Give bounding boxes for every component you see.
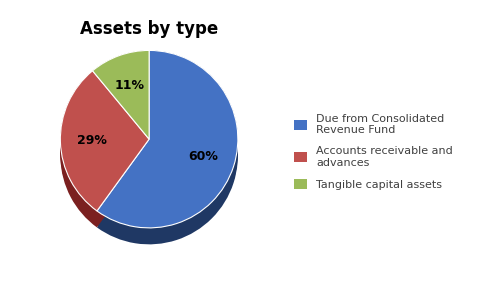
Wedge shape bbox=[92, 60, 149, 149]
Text: 29%: 29% bbox=[77, 134, 107, 147]
Wedge shape bbox=[60, 83, 149, 223]
Wedge shape bbox=[97, 64, 237, 242]
Text: 11%: 11% bbox=[115, 79, 144, 92]
Wedge shape bbox=[92, 53, 149, 142]
Wedge shape bbox=[92, 62, 149, 151]
Wedge shape bbox=[60, 71, 149, 211]
Wedge shape bbox=[92, 55, 149, 144]
Wedge shape bbox=[92, 50, 149, 139]
Text: Assets by type: Assets by type bbox=[80, 20, 218, 38]
Wedge shape bbox=[97, 62, 237, 240]
Wedge shape bbox=[97, 55, 237, 233]
Wedge shape bbox=[97, 50, 237, 228]
Wedge shape bbox=[60, 87, 149, 227]
Wedge shape bbox=[97, 50, 237, 228]
Text: 60%: 60% bbox=[188, 150, 217, 163]
Wedge shape bbox=[60, 85, 149, 225]
Wedge shape bbox=[97, 60, 237, 237]
Wedge shape bbox=[92, 50, 149, 139]
Wedge shape bbox=[97, 67, 237, 244]
Wedge shape bbox=[97, 58, 237, 235]
Wedge shape bbox=[97, 53, 237, 230]
Legend: Due from Consolidated
Revenue Fund, Accounts receivable and
advances, Tangible c: Due from Consolidated Revenue Fund, Acco… bbox=[294, 114, 452, 190]
Wedge shape bbox=[60, 75, 149, 216]
Wedge shape bbox=[60, 71, 149, 211]
Wedge shape bbox=[60, 80, 149, 220]
Wedge shape bbox=[60, 73, 149, 213]
Wedge shape bbox=[92, 67, 149, 155]
Wedge shape bbox=[92, 58, 149, 146]
Wedge shape bbox=[60, 78, 149, 218]
Wedge shape bbox=[92, 64, 149, 153]
